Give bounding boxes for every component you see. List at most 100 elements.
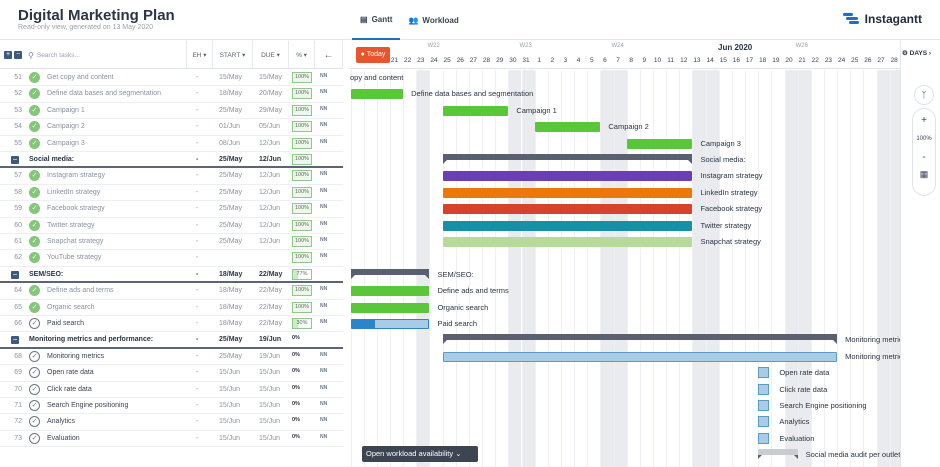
task-due[interactable]: 05/Jun bbox=[259, 123, 281, 131]
task-name[interactable]: Snapchat strategy bbox=[47, 238, 104, 245]
task-start[interactable]: 15/Jun bbox=[219, 369, 241, 377]
task-due[interactable]: 22/May bbox=[259, 270, 283, 278]
assignee-avatar[interactable]: NN bbox=[320, 302, 328, 309]
task-name[interactable]: Facebook strategy bbox=[47, 205, 105, 213]
task-name[interactable]: Organic search bbox=[47, 303, 95, 311]
task-start[interactable]: 08/Jun bbox=[219, 139, 241, 147]
milestone-square[interactable] bbox=[758, 432, 770, 444]
check-todo-icon[interactable]: ✓ bbox=[29, 318, 40, 329]
task-bar[interactable] bbox=[350, 319, 430, 329]
table-row[interactable]: 57 ✓ Instagram strategy - 25/May 12/Jun 100% NN bbox=[0, 168, 343, 185]
task-start[interactable]: 25/May bbox=[219, 172, 242, 180]
table-row[interactable]: 68 ✓ Monitoring metrics - 25/May 19/Jun 0% NN bbox=[0, 349, 343, 366]
assignee-avatar[interactable]: NN bbox=[320, 237, 328, 243]
task-due[interactable]: 15/Jun bbox=[259, 385, 281, 393]
task-due[interactable]: 19/Jun bbox=[259, 336, 282, 344]
task-name[interactable]: Define ads and terms bbox=[47, 287, 114, 295]
check-done-icon[interactable]: ✓ bbox=[29, 219, 40, 231]
task-bar[interactable] bbox=[626, 138, 693, 149]
task-due[interactable]: 15/Jun bbox=[259, 402, 281, 409]
tab-gantt[interactable]: ▤ Gantt bbox=[352, 0, 401, 40]
task-due[interactable]: 29/May bbox=[259, 106, 282, 114]
task-start[interactable]: 25/May bbox=[219, 156, 243, 163]
task-due[interactable]: 12/Jun bbox=[259, 238, 281, 245]
open-workload-button[interactable]: Open workload availability ⌄ bbox=[362, 446, 478, 462]
task-due[interactable]: 12/Jun bbox=[259, 221, 281, 229]
task-due[interactable]: 19/Jun bbox=[259, 352, 281, 360]
table-row[interactable]: 70 ✓ Click rate data - 15/Jun 15/Jun 0% NN bbox=[0, 382, 343, 398]
task-bar[interactable] bbox=[442, 351, 838, 362]
milestone-square[interactable] bbox=[758, 400, 770, 411]
check-done-icon[interactable]: ✓ bbox=[29, 137, 40, 149]
col-start[interactable]: START ▾ bbox=[213, 41, 253, 69]
task-name[interactable]: Campaign 1 bbox=[47, 106, 85, 114]
assignee-avatar[interactable]: NN bbox=[320, 384, 328, 391]
task-start[interactable]: 18/May bbox=[219, 270, 243, 278]
group-row[interactable]: − SEM/SEO: - 18/May 22/May 77% bbox=[0, 266, 343, 284]
task-start[interactable]: 15/Jun bbox=[219, 385, 241, 393]
expand-all-icon[interactable]: + bbox=[4, 51, 12, 59]
assignee-avatar[interactable]: NN bbox=[320, 351, 328, 358]
assignee-avatar[interactable]: NN bbox=[320, 204, 328, 211]
task-due[interactable]: 12/Jun bbox=[259, 156, 282, 163]
assignee-avatar[interactable]: NN bbox=[320, 171, 328, 178]
task-start[interactable]: 25/May bbox=[219, 336, 243, 344]
task-name[interactable]: Open rate data bbox=[47, 369, 94, 377]
col-eh[interactable]: EH ▾ bbox=[187, 41, 213, 69]
task-start[interactable]: 18/May bbox=[219, 320, 242, 327]
task-due[interactable]: 15/May bbox=[259, 74, 282, 81]
task-name[interactable]: Instagram strategy bbox=[47, 172, 105, 180]
task-bar[interactable] bbox=[442, 187, 693, 198]
table-row[interactable]: 53 ✓ Campaign 1 - 25/May 29/May 100% NN bbox=[0, 103, 343, 120]
assignee-avatar[interactable]: NN bbox=[320, 253, 328, 260]
milestone-square[interactable] bbox=[758, 367, 770, 379]
task-start[interactable]: 25/May bbox=[219, 238, 242, 245]
task-name[interactable]: Twitter strategy bbox=[47, 221, 95, 229]
task-due[interactable]: 15/Jun bbox=[259, 434, 281, 442]
assignee-avatar[interactable]: NN bbox=[320, 73, 328, 79]
task-bar[interactable] bbox=[442, 105, 509, 116]
view-scale-select[interactable]: ⚙ DAYS › bbox=[902, 49, 931, 57]
assignee-avatar[interactable]: NN bbox=[320, 319, 328, 325]
search-input[interactable]: Search tasks... bbox=[36, 51, 80, 59]
collapse-group-icon[interactable]: − bbox=[11, 155, 19, 164]
check-todo-icon[interactable]: ✓ bbox=[29, 432, 40, 444]
task-bar[interactable] bbox=[442, 237, 693, 247]
task-name[interactable]: Analytics bbox=[47, 418, 76, 426]
group-bar[interactable] bbox=[442, 334, 838, 345]
task-start[interactable]: 25/May bbox=[219, 205, 242, 213]
task-name[interactable]: Search Engine positioning bbox=[47, 402, 129, 409]
table-row[interactable]: 71 ✓ Search Engine positioning - 15/Jun 15/Ju… bbox=[0, 398, 343, 415]
assignee-avatar[interactable]: NN bbox=[320, 220, 328, 227]
task-start[interactable]: 18/May bbox=[219, 90, 242, 98]
task-start[interactable]: 15/Jun bbox=[219, 402, 241, 409]
table-row[interactable]: 51 ✓ Get copy and content - 15/May 15/May 100%… bbox=[0, 70, 343, 87]
task-bar[interactable] bbox=[350, 302, 430, 313]
table-row[interactable]: 55 ✓ Campaign 3 - 08/Jun 12/Jun 100% NN bbox=[0, 136, 343, 152]
group-row[interactable]: − Social media: - 25/May 12/Jun 100% bbox=[0, 152, 343, 169]
group-bar[interactable] bbox=[350, 268, 430, 279]
check-done-icon[interactable]: ✓ bbox=[29, 252, 40, 264]
group-bar[interactable] bbox=[442, 154, 693, 164]
collapse-group-icon[interactable]: − bbox=[11, 269, 19, 279]
collapse-grid-arrow-icon[interactable]: ← bbox=[315, 41, 343, 69]
table-row[interactable]: 65 ✓ Organic search - 18/May 22/May 100% NN bbox=[0, 300, 343, 316]
check-done-icon[interactable]: ✓ bbox=[29, 104, 40, 116]
table-row[interactable]: 73 ✓ Evaluation - 15/Jun 15/Jun 0% NN bbox=[0, 431, 343, 448]
check-done-icon[interactable]: ✓ bbox=[29, 203, 40, 215]
group-bar[interactable] bbox=[758, 449, 799, 460]
task-start[interactable]: 15/Jun bbox=[219, 434, 241, 442]
task-bar[interactable] bbox=[350, 89, 404, 100]
table-row[interactable]: 66 ✓ Paid search - 18/May 22/May 30% NN bbox=[0, 316, 343, 333]
task-start[interactable]: 15/May bbox=[219, 74, 242, 81]
task-name[interactable]: SEM/SEO: bbox=[29, 270, 64, 278]
check-todo-icon[interactable]: ✓ bbox=[29, 400, 40, 411]
assignee-avatar[interactable]: NN bbox=[320, 368, 328, 375]
assignee-avatar[interactable]: NN bbox=[320, 433, 328, 440]
branch-icon[interactable]: ᛉ bbox=[914, 85, 934, 105]
task-start[interactable]: 18/May bbox=[219, 287, 242, 295]
task-due[interactable]: 15/Jun bbox=[259, 369, 281, 377]
check-done-icon[interactable]: ✓ bbox=[29, 301, 40, 313]
task-bar[interactable] bbox=[442, 171, 693, 182]
group-row[interactable]: − Monitoring metrics and performance: - 25/… bbox=[0, 332, 343, 349]
